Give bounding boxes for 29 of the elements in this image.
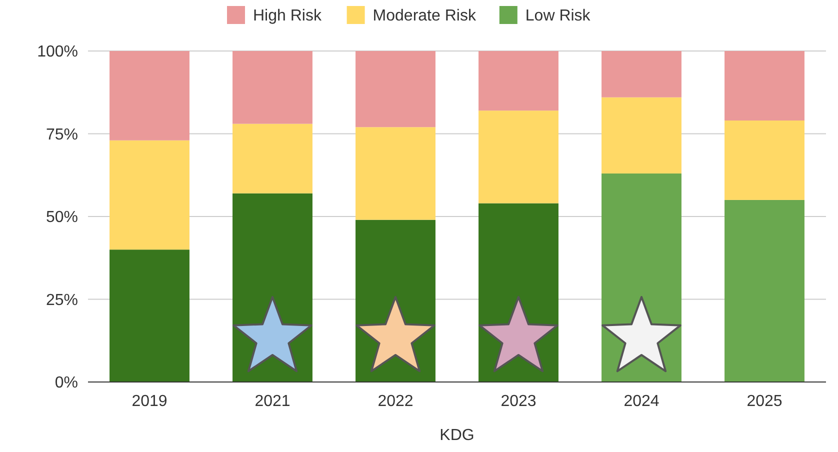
bar bbox=[724, 51, 804, 121]
x-tick-label: 2023 bbox=[500, 393, 536, 410]
bar bbox=[356, 51, 436, 128]
legend-label: High Risk bbox=[253, 8, 322, 25]
bar bbox=[724, 120, 804, 200]
x-axis-title: KDG bbox=[440, 427, 474, 444]
bar bbox=[478, 110, 558, 204]
bar bbox=[602, 51, 682, 98]
bar bbox=[724, 200, 804, 382]
bar bbox=[478, 51, 558, 111]
x-tick-label: 2025 bbox=[746, 393, 782, 410]
x-tick-label: 2021 bbox=[254, 393, 290, 410]
y-tick-label: 75% bbox=[46, 126, 78, 144]
bar bbox=[110, 51, 190, 140]
x-tick-label: 2019 bbox=[132, 393, 168, 410]
y-tick-label: 100% bbox=[37, 44, 78, 61]
y-tick-label: 50% bbox=[46, 209, 78, 226]
x-tick-label: 2022 bbox=[378, 393, 414, 410]
legend-label: Low Risk bbox=[525, 8, 592, 25]
bar bbox=[356, 127, 436, 220]
bar bbox=[232, 124, 312, 194]
bar bbox=[232, 51, 312, 124]
x-tick-label: 2024 bbox=[624, 393, 660, 410]
y-tick-label: 0% bbox=[54, 374, 78, 392]
bar bbox=[110, 250, 190, 382]
bar bbox=[110, 140, 190, 250]
y-tick-label: 25% bbox=[46, 292, 78, 309]
legend-label: Moderate Risk bbox=[372, 8, 477, 25]
bar bbox=[602, 97, 682, 174]
